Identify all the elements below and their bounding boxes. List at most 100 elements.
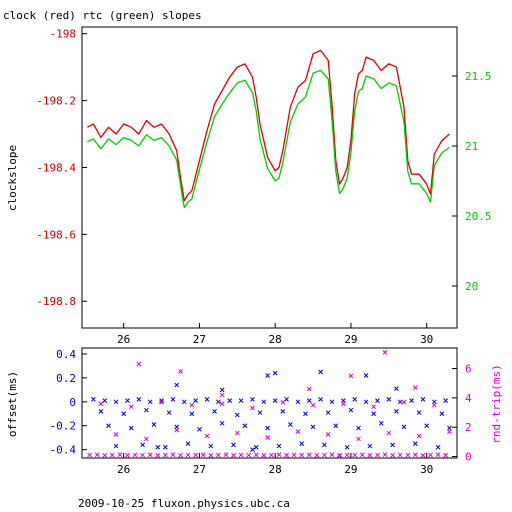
point-rnd-trip <box>322 452 327 458</box>
point-offset <box>352 397 358 402</box>
y2-tick-label: 4 <box>465 392 472 405</box>
point-offset <box>159 398 164 403</box>
slopes-plot-frame <box>81 26 458 329</box>
point-offset <box>113 443 119 449</box>
point-rnd-trip <box>341 401 346 407</box>
point-offset <box>234 412 240 418</box>
y-tick-label: -198.2 <box>36 95 76 108</box>
point-rnd-trip <box>295 429 301 434</box>
point-rnd-trip <box>219 392 225 398</box>
point-rnd-trip <box>246 452 252 458</box>
point-offset <box>227 398 233 403</box>
x-tick-label: 26 <box>117 463 130 476</box>
point-rnd-trip <box>428 452 433 458</box>
point-rnd-trip <box>359 452 365 458</box>
x-tick-label: 30 <box>420 333 433 346</box>
point-offset <box>162 444 168 450</box>
point-offset <box>412 441 418 447</box>
point-rnd-trip <box>87 452 92 458</box>
point-rnd-trip <box>299 452 305 458</box>
point-rnd-trip <box>170 452 176 457</box>
point-rnd-trip <box>352 452 358 458</box>
point-offset <box>189 411 195 417</box>
y2-tick-label: 2 <box>465 421 472 434</box>
point-offset <box>322 442 327 448</box>
point-rnd-trip <box>306 386 312 392</box>
point-offset <box>390 442 395 448</box>
footer-caption: 2009-10-25 fluxon.physics.ubc.ca <box>78 497 290 510</box>
point-rnd-trip <box>405 452 411 458</box>
point-offset <box>219 420 225 426</box>
point-offset <box>170 397 176 402</box>
point-rnd-trip <box>216 452 221 458</box>
point-offset <box>386 397 392 402</box>
point-offset <box>174 382 180 388</box>
y-tick-label: 0 <box>69 396 76 409</box>
point-offset <box>284 397 289 402</box>
point-rnd-trip <box>382 350 388 355</box>
point-offset <box>310 424 316 430</box>
point-offset <box>363 399 369 405</box>
point-offset <box>155 444 161 450</box>
point-rnd-trip <box>185 452 191 458</box>
slopes-panel: 26 27 28 29 30 -198 -198.2 -198.4 -198.6 -198.8 20… <box>6 26 492 346</box>
point-rnd-trip <box>234 430 240 436</box>
point-offset <box>208 443 214 449</box>
point-offset <box>253 444 259 450</box>
point-offset <box>140 442 145 448</box>
slopes-y-axis-label: clockslope <box>6 145 19 211</box>
point-rnd-trip <box>348 373 354 379</box>
point-offset <box>443 398 448 403</box>
point-offset <box>409 398 414 403</box>
point-offset <box>318 369 323 375</box>
point-offset <box>401 424 407 430</box>
point-offset <box>325 410 331 415</box>
y2-tick-label: 21 <box>465 140 478 153</box>
point-offset <box>136 397 142 402</box>
point-offset <box>265 373 270 378</box>
point-offset <box>356 425 361 431</box>
point-rnd-trip <box>401 399 407 405</box>
point-offset <box>447 425 452 431</box>
point-rnd-trip <box>325 432 331 437</box>
point-offset <box>329 399 335 405</box>
point-rnd-trip <box>136 361 142 367</box>
point-rnd-trip <box>144 436 149 442</box>
point-offset <box>121 411 127 417</box>
point-offset <box>375 398 380 403</box>
y-tick-label: 0.4 <box>56 348 76 361</box>
point-rnd-trip <box>306 452 312 458</box>
point-offset <box>424 423 430 429</box>
point-rnd-trip <box>447 429 452 434</box>
point-rnd-trip <box>443 452 448 458</box>
slopes-series <box>86 49 450 209</box>
point-rnd-trip <box>155 453 161 458</box>
x-tick-label: 28 <box>269 333 282 346</box>
point-rnd-trip <box>337 452 342 458</box>
y-tick-label: -0.4 <box>50 444 77 457</box>
point-rnd-trip <box>310 402 316 408</box>
point-rnd-trip <box>147 452 153 458</box>
point-offset <box>272 370 278 376</box>
point-rnd-trip <box>128 404 134 410</box>
offset-panel: 26 27 28 29 30 0.4 0.2 0 -0.2 -0.4 0 2 4 6 offset(ms)… <box>6 347 503 476</box>
point-rnd-trip <box>416 433 422 439</box>
y2-tick-label: 6 <box>465 363 472 376</box>
point-offset <box>113 399 119 405</box>
point-offset <box>306 398 312 403</box>
y2-tick-label: 20.5 <box>465 210 492 223</box>
point-offset <box>193 398 198 403</box>
point-offset <box>363 373 369 378</box>
point-offset <box>91 397 96 402</box>
series-line-clock <box>86 49 450 202</box>
point-offset <box>318 397 323 402</box>
point-rnd-trip <box>375 452 380 458</box>
point-offset <box>128 425 134 431</box>
point-offset <box>181 399 187 405</box>
point-rnd-trip <box>397 452 403 458</box>
point-rnd-trip <box>412 452 418 458</box>
chart-title: clock (red) rtc (green) slopes <box>3 9 202 22</box>
point-offset <box>348 407 354 413</box>
point-rnd-trip <box>102 453 108 458</box>
